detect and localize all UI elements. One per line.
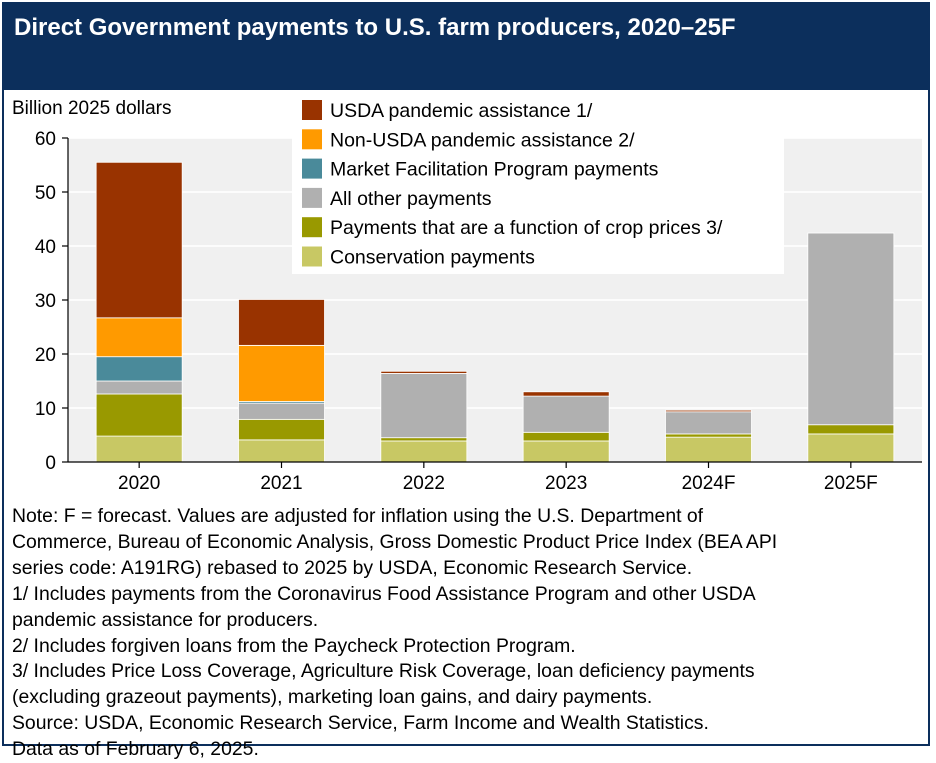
- bar-segment: [95, 393, 183, 437]
- note-line: Note: F = forecast. Values are adjusted …: [12, 505, 704, 527]
- legend-label: Conservation payments: [330, 247, 535, 269]
- note-line: 1/ Includes payments from the Coronaviru…: [12, 582, 756, 605]
- y-tick-label: 50: [35, 183, 56, 204]
- bar-segment: [522, 440, 610, 463]
- legend-label: All other payments: [330, 188, 492, 210]
- x-tick-label: 2020: [118, 473, 160, 494]
- y-tick-label: 0: [45, 453, 56, 474]
- y-axis-label: Billion 2025 dollars: [12, 98, 172, 119]
- bar-segment: [522, 395, 610, 433]
- y-tick-label: 10: [35, 399, 56, 420]
- bar-segment: [238, 402, 325, 420]
- y-tick-label: 40: [35, 237, 56, 258]
- legend-label: Payments that are a function of crop pri…: [330, 217, 723, 239]
- legend-swatch: [302, 217, 322, 238]
- legend-label: USDA pandemic assistance 1/: [330, 100, 593, 122]
- note-line: series code: A191RG) rebased to 2025 by …: [12, 556, 693, 579]
- y-tick-label: 30: [35, 291, 56, 312]
- bar-segment: [238, 299, 325, 346]
- bar-segment: [380, 373, 468, 439]
- note-line: Commerce, Bureau of Economic Analysis, G…: [12, 530, 778, 553]
- bar-segment: [665, 436, 752, 463]
- chart-plot: Billion 2025 dollars 0 10 20 30 40 50 60 2020 20…: [12, 94, 922, 494]
- bar-segment: [380, 440, 468, 463]
- bar-segment: [522, 391, 610, 397]
- bar-segment: [95, 380, 183, 395]
- bar-segment: [238, 418, 325, 441]
- bar-segment: [95, 356, 183, 382]
- bar-segment: [522, 431, 610, 442]
- x-tick-label: 2024F: [682, 473, 736, 494]
- bar-segment: [238, 344, 325, 402]
- y-tick-label: 60: [35, 129, 56, 150]
- x-tick-label: 2023: [545, 473, 587, 494]
- note-line: pandemic assistance for producers.: [12, 608, 319, 631]
- x-tick-label: 2022: [403, 473, 445, 494]
- bar-segment: [380, 437, 468, 442]
- chart-title: Direct Government payments to U.S. farm …: [14, 14, 736, 41]
- chart-notes: Note: F = forecast. Values are adjusted …: [12, 504, 922, 763]
- bar-segment: [807, 232, 895, 426]
- y-tick-label: 20: [35, 345, 56, 366]
- note-line: 3/ Includes Price Loss Coverage, Agricul…: [12, 660, 755, 683]
- bar-segment: [380, 370, 468, 374]
- x-tick-label: 2025F: [824, 473, 878, 494]
- bar-segment: [807, 433, 895, 463]
- bar-segment: [665, 411, 752, 435]
- legend-swatch: [302, 187, 322, 208]
- note-line: (excluding grazeout payments), marketing…: [12, 686, 653, 709]
- legend-swatch: [302, 246, 322, 267]
- x-tick-label: 2021: [260, 473, 302, 494]
- legend-box: [292, 94, 784, 274]
- bar-segment: [95, 435, 183, 463]
- legend-swatch: [302, 100, 322, 120]
- bar-segment: [665, 409, 752, 413]
- bar-segment: [95, 317, 183, 358]
- bar-segment: [807, 424, 895, 435]
- bar-segment: [665, 433, 752, 438]
- legend-swatch: [302, 129, 322, 150]
- note-line: 2/ Includes forgiven loans from the Payc…: [12, 634, 576, 657]
- bar-segment: [238, 439, 325, 463]
- legend-label: Market Facilitation Program payments: [330, 159, 659, 181]
- title-bar: Direct Government payments to U.S. farm …: [4, 4, 928, 90]
- note-line: Source: USDA, Economic Research Service,…: [12, 712, 709, 735]
- legend-swatch: [302, 158, 322, 179]
- note-line: Data as of February 6, 2025.: [12, 738, 259, 761]
- bar-segment: [95, 161, 183, 319]
- legend-label: Non-USDA pandemic assistance 2/: [330, 129, 635, 151]
